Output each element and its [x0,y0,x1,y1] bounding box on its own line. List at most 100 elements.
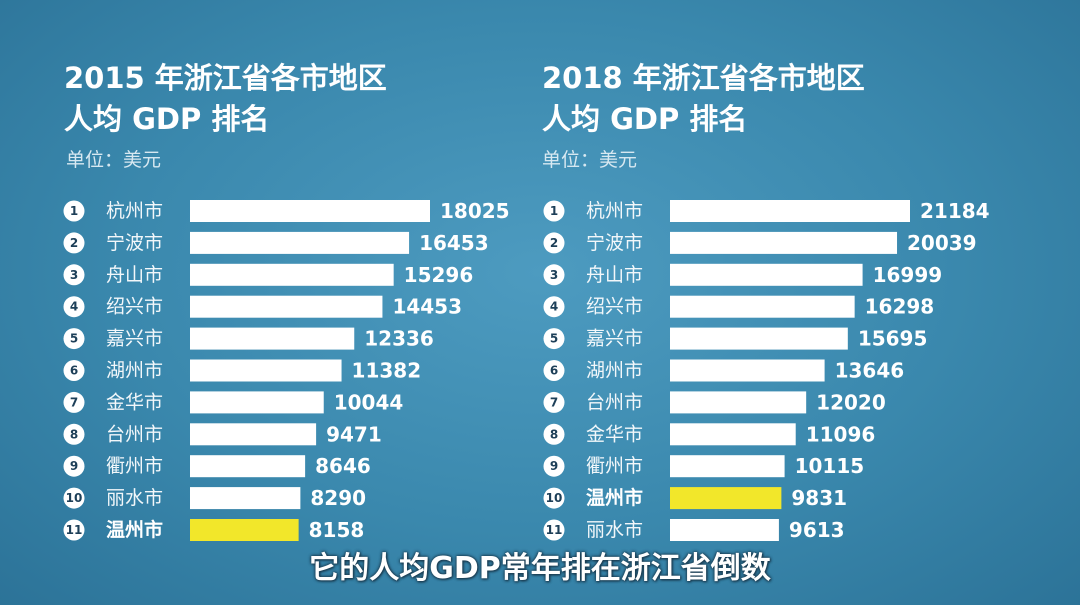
value-label: 11382 [352,359,422,383]
bar-row: 5 嘉兴市 12336 [63,327,434,351]
rank-badge [63,391,85,413]
rank-badge [63,264,85,286]
rank-badge [63,423,85,445]
rank-badge [543,296,565,318]
title-line-2: 人均 GDP 排名 [542,102,748,136]
rank-badge [543,200,565,222]
category-label: 湖州市 [586,360,643,382]
rank-number: 3 [550,268,558,282]
rank-number: 2 [70,236,78,250]
rank-number: 1 [550,204,558,218]
bar-row: 3 舟山市 16999 [543,263,943,287]
category-label: 宁波市 [586,232,643,254]
bar [190,519,299,541]
bar-row: 11 丽水市 9613 [543,518,845,542]
rank-badge [543,232,565,254]
rank-number: 7 [70,395,78,409]
value-label: 8158 [309,518,365,542]
rank-number: 11 [66,523,83,537]
category-label: 嘉兴市 [106,328,163,350]
bar-row: 9 衢州市 8646 [63,454,371,478]
rank-badge [543,487,565,509]
bar-row: 6 湖州市 11382 [63,359,422,383]
value-label: 9471 [326,422,382,446]
rank-number: 6 [550,364,558,378]
chart-title: 2015 年浙江省各市地区 人均 GDP 排名 [64,58,387,140]
rank-badge [63,519,85,541]
title-line-1: 2018 年浙江省各市地区 [542,61,865,95]
rank-number: 2 [550,236,558,250]
category-label: 嘉兴市 [586,328,643,350]
bar [190,327,355,350]
rank-badge [543,455,565,477]
title-line-2: 人均 GDP 排名 [64,102,270,136]
rank-number: 3 [70,268,78,282]
bar-row: 3 舟山市 15296 [63,263,474,287]
bar-row: 6 湖州市 13646 [543,359,904,383]
category-label: 绍兴市 [106,296,163,318]
value-label: 15695 [858,327,928,351]
bar [670,327,848,350]
rank-badge [63,296,85,318]
rank-badge [543,360,565,381]
category-label: 台州市 [586,391,643,413]
value-label: 10115 [795,454,865,478]
title-line-1: 2015 年浙江省各市地区 [64,61,387,95]
rank-number: 10 [66,491,83,505]
rank-badge [63,487,85,509]
bar [670,519,779,541]
video-subtitle: 它的人均GDP常年排在浙江省倒数 [309,551,771,586]
rank-number: 11 [546,523,563,537]
value-label: 16298 [865,295,935,319]
bar-plot: 1 杭州市 21184 2 宁波市 20039 3 舟山市 16999 4 绍兴市 16298 5 嘉兴市… [543,199,990,542]
bar-row: 10 温州市 9831 [543,486,847,510]
rank-number: 6 [70,364,78,378]
rank-number: 4 [550,300,558,314]
chart-2015: 2015 年浙江省各市地区 人均 GDP 排名 单位：美元 1 杭州市 18025 2… [0,0,510,560]
bar [190,231,410,254]
rank-number: 8 [550,427,558,441]
value-label: 15296 [404,263,474,287]
category-label: 湖州市 [106,360,163,382]
value-label: 16453 [419,231,489,255]
rank-number: 1 [70,204,78,218]
bar-row: 2 宁波市 20039 [543,231,977,255]
value-label: 21184 [920,199,990,223]
bar-row: 1 杭州市 18025 [63,199,510,223]
bar [670,231,898,254]
bar-row: 2 宁波市 16453 [63,231,489,255]
rank-badge [63,232,85,254]
unit-label: 单位：美元 [66,149,162,171]
category-label: 金华市 [586,423,643,445]
category-label: 舟山市 [586,264,643,286]
value-label: 8290 [310,486,366,510]
value-label: 10044 [334,390,404,414]
rank-number: 4 [70,300,78,314]
value-label: 9613 [789,518,845,542]
rank-number: 8 [70,427,78,441]
bar [670,487,782,510]
value-label: 14453 [392,295,462,319]
bar [190,295,383,318]
bar [190,359,342,382]
rank-badge [63,200,85,222]
bar [190,200,430,222]
rank-number: 5 [70,332,78,346]
bar [190,487,301,510]
rank-number: 9 [70,459,78,473]
value-label: 16999 [873,263,943,287]
category-label: 温州市 [106,518,163,541]
bar [190,391,324,414]
rank-number: 7 [550,395,558,409]
bar-row: 10 丽水市 8290 [63,486,366,510]
category-label: 杭州市 [106,200,163,222]
bar-row: 8 台州市 9471 [63,422,382,446]
category-label: 宁波市 [106,232,163,254]
category-label: 台州市 [106,423,163,445]
rank-number: 10 [546,491,563,505]
bar [670,359,825,382]
bar [670,423,796,446]
bar-row: 11 温州市 8158 [63,518,365,542]
rank-badge [543,264,565,286]
bar-row: 4 绍兴市 14453 [63,295,462,319]
